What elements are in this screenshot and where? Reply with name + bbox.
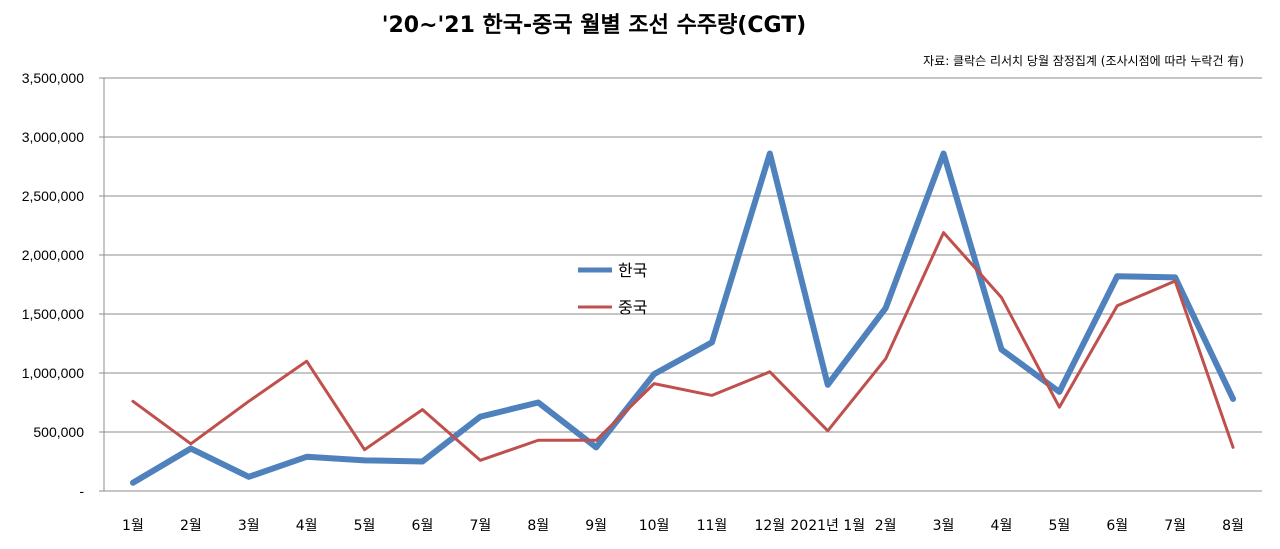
x-tick-label: 12월	[754, 518, 785, 534]
y-tick-label: 1,000,000	[22, 365, 84, 381]
x-tick-label: 5월	[1048, 518, 1070, 534]
y-tick-label: 2,000,000	[22, 247, 84, 263]
x-axis: 1월 2월 3월 4월 5월 6월 7월 8월 9월 10월 11월 12월 2021년 1월 2월 3월 4…	[104, 490, 1262, 534]
y-tick-label: 3,000,000	[22, 129, 84, 145]
gridlines	[104, 77, 1262, 433]
chart-title: '20~'21 한국-중국 월별 조선 수주량(CGT)	[382, 13, 806, 38]
x-tick-label: 2021년 1월	[790, 518, 865, 534]
x-tick-label: 5월	[354, 518, 376, 534]
x-tick-label: 8월	[1222, 518, 1244, 534]
series-line-2	[131, 231, 1235, 462]
x-tick-label: 3월	[933, 518, 955, 534]
x-tick-label: 4월	[991, 518, 1013, 534]
x-tick-label: 2월	[180, 518, 202, 534]
x-tick-label: 9월	[585, 518, 607, 534]
legend-label: 한국	[618, 261, 647, 280]
y-axis: - 500,000 1,000,000 1,500,000 2,000,000 2,500…	[22, 70, 105, 499]
x-tick-label: 6월	[1106, 518, 1128, 534]
x-tick-label: 8월	[527, 518, 549, 534]
source-note: 자료: 클락슨 리서치 당월 잠정집계 (조사시점에 따라 누락건 有)	[923, 54, 1244, 68]
x-tick-label: 2월	[875, 518, 897, 534]
y-tick-label: 500,000	[33, 424, 84, 440]
series-line-1	[129, 150, 1237, 486]
x-tick-label: 7월	[469, 518, 491, 534]
x-tick-label: 11월	[697, 518, 728, 534]
legend-label: 중국	[618, 298, 647, 317]
x-tick-label: 4월	[296, 518, 318, 534]
y-tick-label: 2,500,000	[22, 188, 84, 204]
x-tick-label: 10월	[639, 518, 670, 534]
y-tick-label: 1,500,000	[22, 306, 84, 322]
x-tick-label: 3월	[238, 518, 260, 534]
x-tick-label: 6월	[412, 518, 434, 534]
y-tick-label: -	[79, 483, 84, 499]
series-group	[129, 150, 1237, 486]
x-tick-label: 7월	[1164, 518, 1186, 534]
y-tick-label: 3,500,000	[22, 70, 84, 86]
x-tick-label: 1월	[122, 518, 144, 534]
